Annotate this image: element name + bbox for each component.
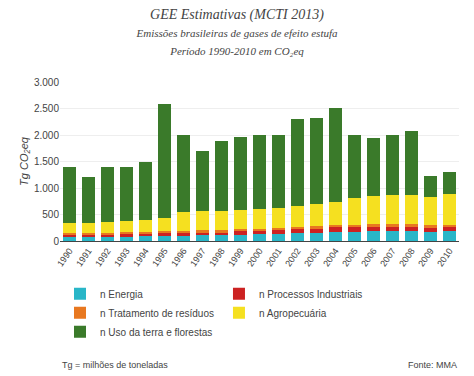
svg-text:1999: 1999 <box>226 246 246 268</box>
svg-text:2006: 2006 <box>359 246 379 268</box>
svg-text:n Tratamento de resíduos: n Tratamento de resíduos <box>100 308 214 319</box>
svg-text:2002: 2002 <box>283 246 303 268</box>
svg-text:2010: 2010 <box>435 246 455 268</box>
svg-text:n Uso da terra e florestas: n Uso da terra e florestas <box>100 327 212 338</box>
svg-text:3.000: 3.000 <box>34 77 59 88</box>
svg-text:2.500: 2.500 <box>34 103 59 114</box>
svg-text:2005: 2005 <box>340 246 360 268</box>
svg-text:Tg = milhões de toneladas: Tg = milhões de toneladas <box>62 360 168 370</box>
svg-text:2009: 2009 <box>416 246 436 268</box>
svg-text:n Processos Industriais: n Processos Industriais <box>259 289 362 300</box>
svg-text:1996: 1996 <box>169 246 189 268</box>
svg-text:1997: 1997 <box>188 246 208 268</box>
svg-text:GEE Estimativas (MCTI 2013)Emi: GEE Estimativas (MCTI 2013)Emissões bras… <box>135 7 338 57</box>
svg-text:2008: 2008 <box>397 246 417 268</box>
svg-text:Fonte: MMA: Fonte: MMA <box>408 360 457 370</box>
svg-text:0: 0 <box>53 236 59 247</box>
svg-text:1992: 1992 <box>93 246 113 268</box>
svg-text:1995: 1995 <box>150 246 170 268</box>
svg-text:1991: 1991 <box>74 246 94 268</box>
svg-text:2007: 2007 <box>378 246 398 268</box>
svg-text:1.500: 1.500 <box>34 156 59 167</box>
svg-text:1998: 1998 <box>207 246 227 268</box>
svg-text:2.000: 2.000 <box>34 130 59 141</box>
svg-text:2000: 2000 <box>245 246 265 268</box>
svg-text:n Agropecuária: n Agropecuária <box>259 308 327 319</box>
svg-text:1.000: 1.000 <box>34 183 59 194</box>
svg-text:500: 500 <box>42 209 59 220</box>
svg-text:1990: 1990 <box>55 246 75 268</box>
svg-text:Tg CO₂eq: Tg CO₂eq <box>18 136 30 186</box>
svg-text:n Energia: n Energia <box>100 289 143 300</box>
svg-text:1993: 1993 <box>112 246 132 268</box>
svg-text:1994: 1994 <box>131 246 151 268</box>
svg-text:2001: 2001 <box>264 246 284 268</box>
svg-text:2003: 2003 <box>302 246 322 268</box>
svg-text:2004: 2004 <box>321 246 341 268</box>
